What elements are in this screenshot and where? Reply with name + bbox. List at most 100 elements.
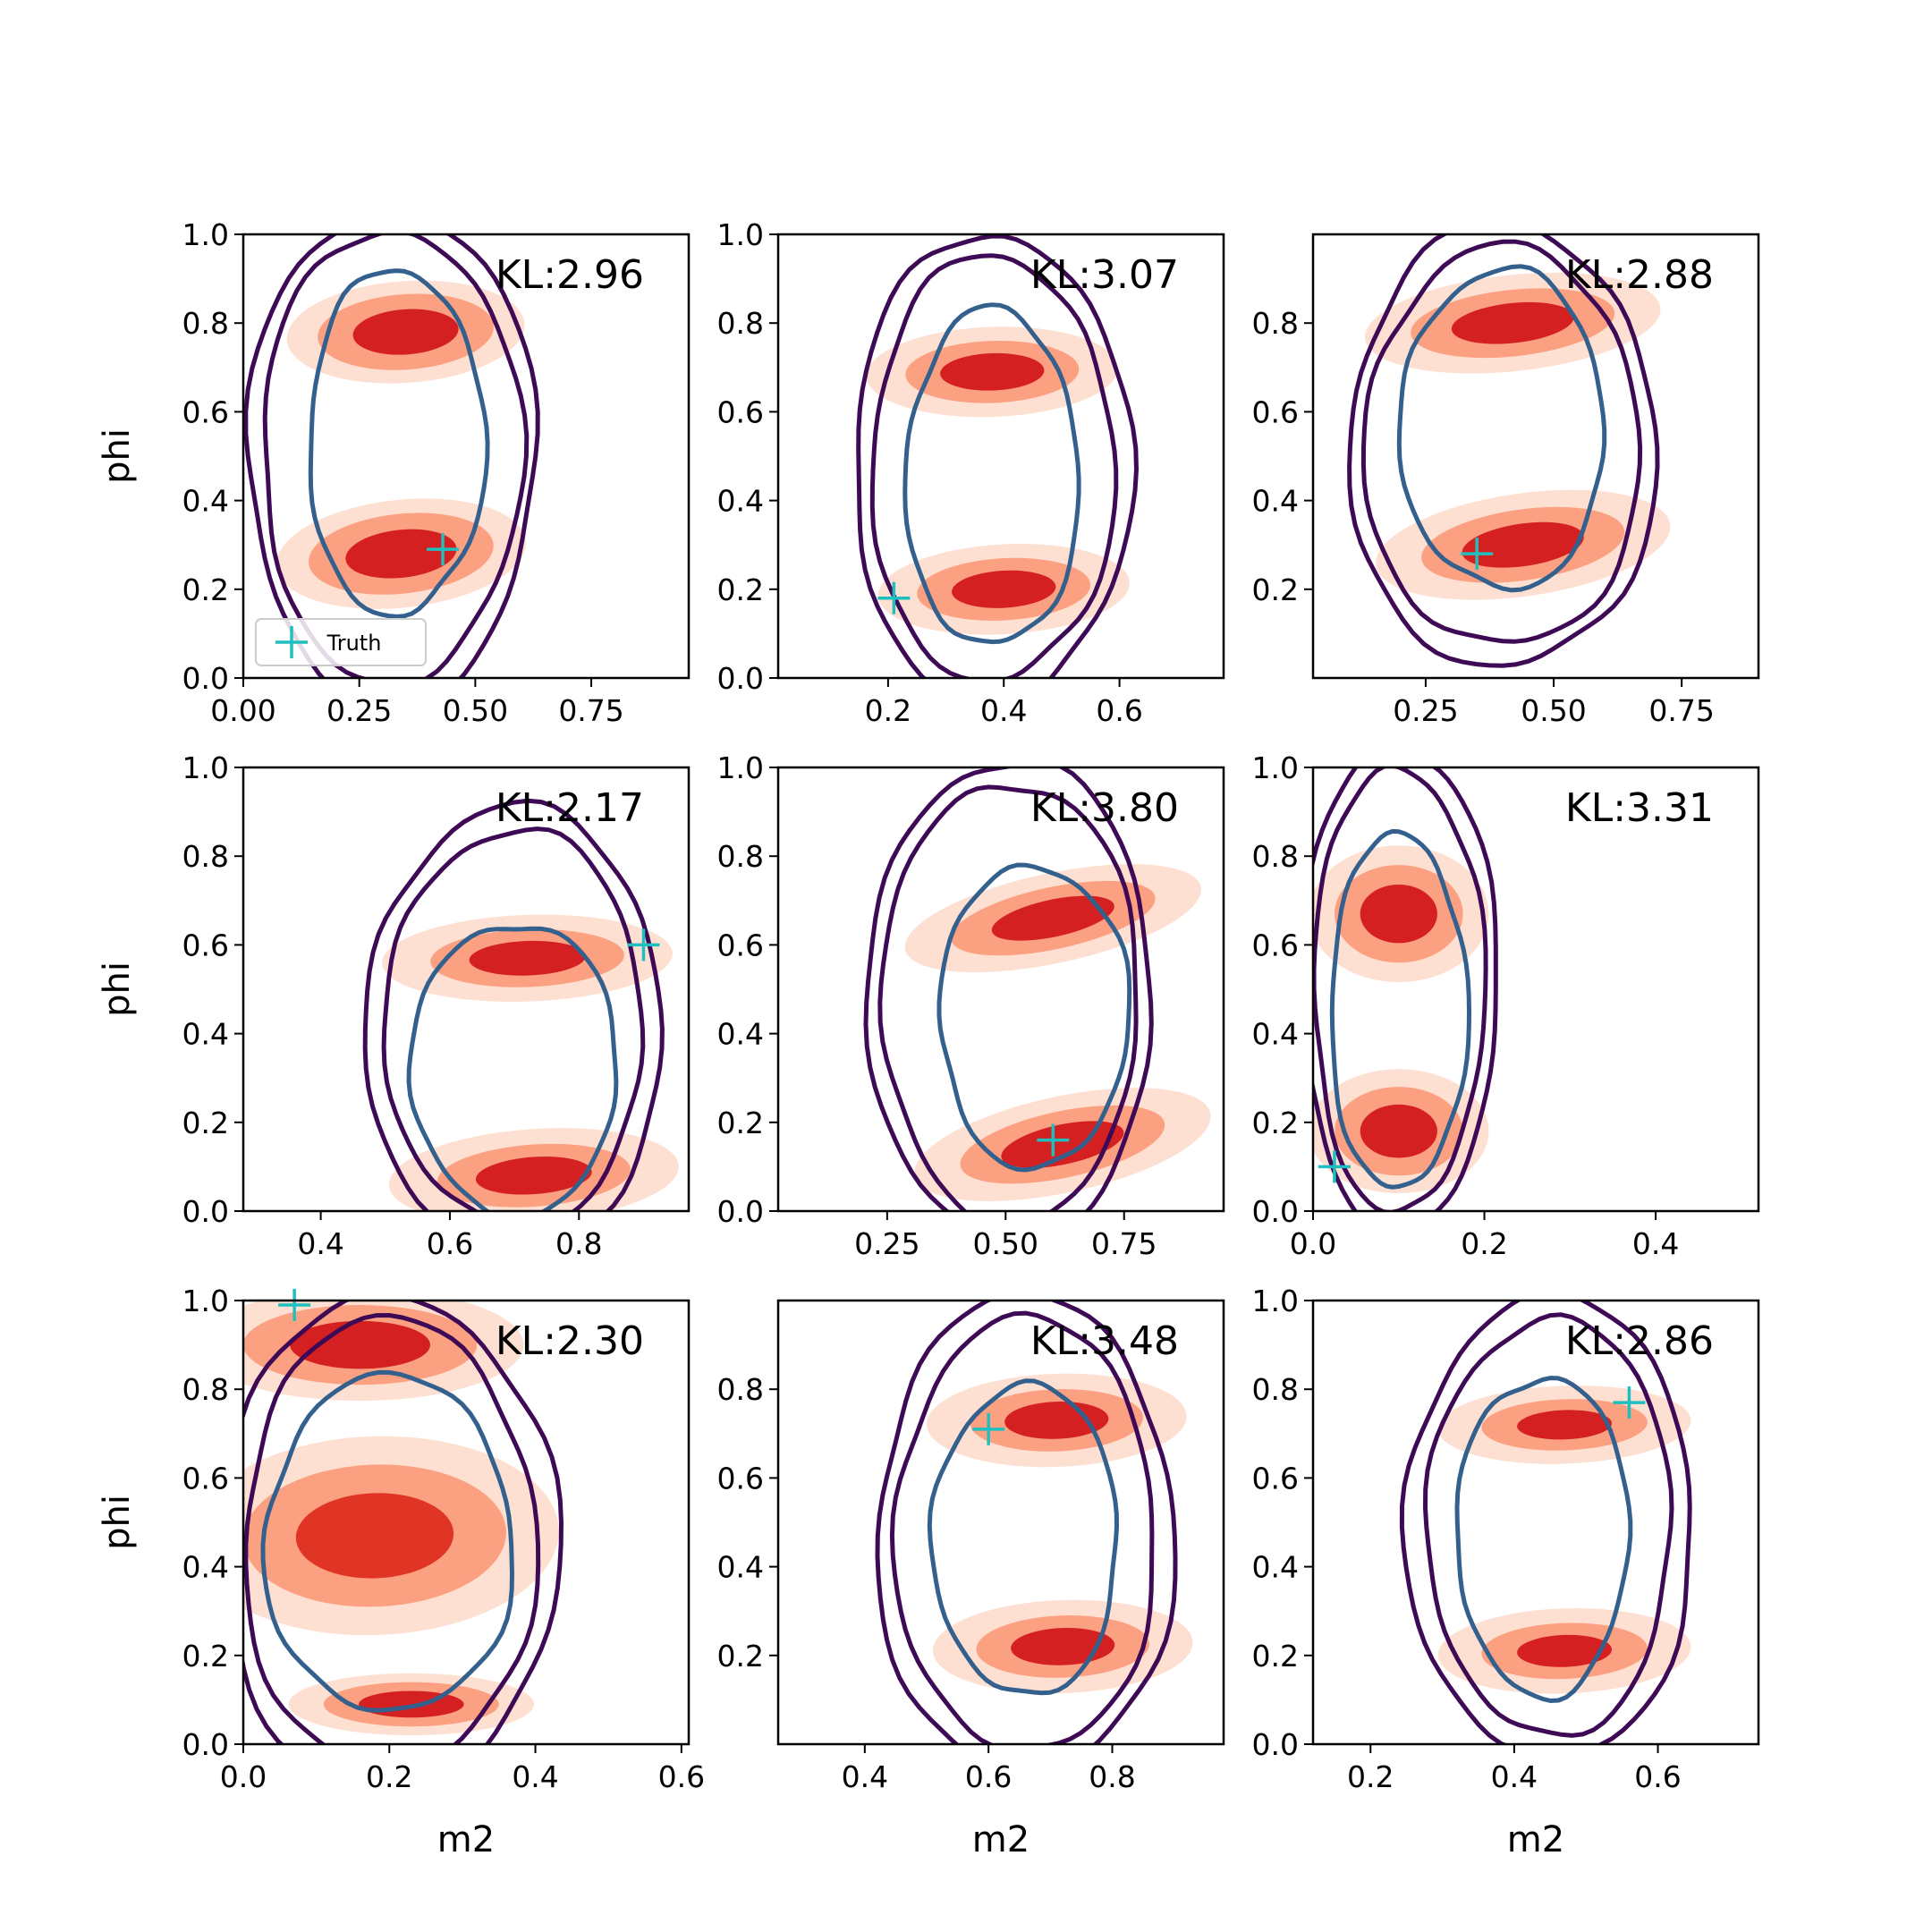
x-tick-label: 0.8 — [555, 1226, 602, 1261]
kl-annotation: KL:2.86 — [1565, 1318, 1714, 1364]
x-axis-label: m2 — [972, 1819, 1030, 1860]
x-axis-label: m2 — [437, 1819, 495, 1860]
x-tick-label: 0.50 — [443, 693, 508, 728]
inner-contour — [1454, 1376, 1633, 1704]
density-level-3 — [1451, 301, 1574, 344]
kl-annotation: KL:2.96 — [496, 252, 644, 298]
y-tick-label: 0.2 — [1252, 572, 1299, 607]
y-tick-label: 0.4 — [182, 1017, 229, 1052]
x-tick-label: 0.4 — [1491, 1759, 1538, 1794]
y-tick-label: 0.2 — [182, 1639, 229, 1674]
y-tick-label: 0.6 — [1252, 928, 1299, 962]
y-tick-label: 0.8 — [182, 839, 229, 874]
y-tick-label: 0.2 — [717, 1639, 764, 1674]
kl-annotation: KL:3.80 — [1030, 785, 1179, 831]
kl-annotation: KL:2.17 — [496, 785, 644, 831]
x-tick-label: 0.4 — [1632, 1226, 1679, 1261]
inner-contour — [936, 862, 1132, 1173]
y-tick-label: 0.0 — [182, 661, 229, 696]
y-tick-label: 0.0 — [1252, 1194, 1299, 1229]
inner-contour — [1329, 828, 1472, 1190]
truth-marker — [427, 533, 460, 566]
density-level-3 — [475, 1157, 592, 1195]
outer-contour — [877, 784, 1139, 1211]
axes-frame — [242, 233, 691, 680]
y-tick-label: 0.4 — [1252, 484, 1299, 519]
density-level-3 — [1517, 1410, 1613, 1440]
density-level-3 — [1004, 1402, 1109, 1439]
density-level-3 — [991, 895, 1114, 941]
inner-contour — [902, 302, 1081, 645]
y-tick-label: 1.0 — [717, 750, 764, 785]
subplot-2: 0.2 0.4 0.6 0.0 0.2 0.4 0.6 0.8 1.0 KL:3.07 — [717, 217, 1225, 728]
legend: Truth — [255, 618, 427, 666]
axes-frame — [1311, 1299, 1760, 1746]
density-level-3 — [940, 352, 1045, 391]
outer-contour — [243, 1301, 564, 1744]
density-level-3 — [469, 940, 586, 976]
y-tick-label: 0.2 — [1252, 1639, 1299, 1674]
density-level-3 — [1462, 521, 1584, 568]
y-tick-label: 0.0 — [182, 1727, 229, 1762]
outer-contour — [362, 798, 665, 1211]
outer-contour — [856, 234, 1140, 678]
plot-area — [243, 234, 540, 678]
y-axis-label: phi — [97, 962, 138, 1017]
outer-contour — [262, 234, 530, 678]
y-tick-label: 0.4 — [1252, 1550, 1299, 1585]
y-tick-label: 0.0 — [182, 1194, 229, 1229]
x-tick-label: 0.25 — [326, 693, 392, 728]
outer-contour — [1347, 234, 1660, 668]
inner-contour — [1396, 264, 1607, 593]
density-level-3 — [952, 570, 1056, 608]
x-tick-label: 0.4 — [297, 1226, 343, 1261]
subplot-5: 0.25 0.50 0.75 0.0 0.2 0.4 0.6 0.8 1.0 KL:3.80 — [717, 750, 1225, 1261]
truth-marker — [1613, 1386, 1646, 1419]
y-tick-label: 0.6 — [182, 928, 229, 962]
plot-area — [863, 767, 1211, 1211]
kl-annotation: KL:3.48 — [1030, 1318, 1179, 1364]
density-level-3 — [295, 1493, 454, 1579]
kl-annotation: KL:2.30 — [496, 1318, 644, 1364]
y-tick-label: 0.8 — [717, 1372, 764, 1407]
y-tick-label: 0.4 — [717, 1550, 764, 1585]
y-tick-label: 0.8 — [717, 839, 764, 874]
outer-contour — [381, 826, 646, 1211]
density-level-3 — [1517, 1634, 1613, 1667]
outer-contour — [889, 1310, 1155, 1744]
axes-frame — [242, 1299, 691, 1746]
truth-marker — [972, 1412, 1005, 1445]
density-level-3 — [1360, 1104, 1437, 1158]
x-tick-label: 0.6 — [965, 1759, 1012, 1794]
density-level-3 — [1360, 885, 1437, 944]
y-tick-label: 0.6 — [1252, 394, 1299, 429]
x-tick-label: 0.00 — [210, 693, 275, 728]
y-tick-label: 0.0 — [717, 1194, 764, 1229]
outer-contour — [243, 234, 540, 678]
inner-contour — [406, 926, 619, 1211]
y-tick-label: 0.6 — [717, 1461, 764, 1496]
y-tick-label: 0.6 — [717, 928, 764, 962]
y-tick-label: 0.8 — [182, 306, 229, 341]
kl-annotation: KL:2.88 — [1565, 252, 1714, 298]
y-tick-label: 0.4 — [1252, 1017, 1299, 1052]
x-tick-label: 0.50 — [973, 1226, 1038, 1261]
x-tick-label: 0.0 — [220, 1759, 267, 1794]
y-tick-label: 0.6 — [1252, 1461, 1299, 1496]
x-tick-label: 0.8 — [1089, 1759, 1135, 1794]
outer-contour — [1399, 1301, 1692, 1744]
x-tick-label: 0.0 — [1290, 1226, 1336, 1261]
y-tick-label: 0.2 — [182, 1106, 229, 1140]
outer-contour — [863, 767, 1154, 1211]
x-axis-label: m2 — [1507, 1819, 1564, 1860]
density-level-3 — [352, 309, 459, 355]
outer-contour — [1422, 1312, 1674, 1738]
inner-contour — [260, 1369, 515, 1713]
y-tick-label: 0.8 — [717, 306, 764, 341]
y-tick-label: 0.8 — [1252, 306, 1299, 341]
plot-area — [1313, 767, 1498, 1211]
x-tick-label: 0.2 — [865, 693, 911, 728]
x-tick-label: 0.4 — [980, 693, 1027, 728]
x-tick-label: 0.2 — [366, 1759, 412, 1794]
